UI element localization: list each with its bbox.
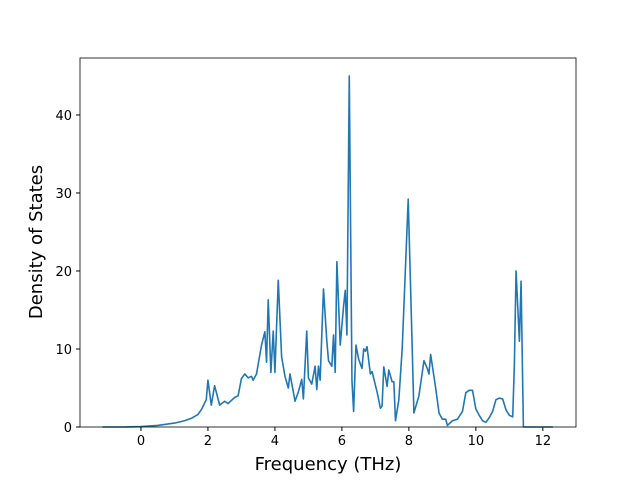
x-tick-label: 12 bbox=[535, 434, 552, 449]
x-tick-label: 0 bbox=[137, 434, 145, 449]
x-tick-label: 10 bbox=[468, 434, 485, 449]
data-line bbox=[102, 75, 553, 428]
x-tick-label: 8 bbox=[405, 434, 413, 449]
x-tick-label: 4 bbox=[271, 434, 279, 449]
y-tick-label: 30 bbox=[55, 187, 72, 202]
x-tick-label: 6 bbox=[338, 434, 346, 449]
y-tick-label: 10 bbox=[55, 343, 72, 358]
y-tick-label: 0 bbox=[64, 421, 72, 436]
y-tick-label: 40 bbox=[55, 109, 72, 124]
x-axis-label: Frequency (THz) bbox=[255, 454, 402, 475]
x-tick-label: 2 bbox=[204, 434, 212, 449]
y-tick-label: 20 bbox=[55, 265, 72, 280]
plot-frame bbox=[79, 57, 577, 428]
y-axis-label: Density of States bbox=[26, 165, 47, 319]
